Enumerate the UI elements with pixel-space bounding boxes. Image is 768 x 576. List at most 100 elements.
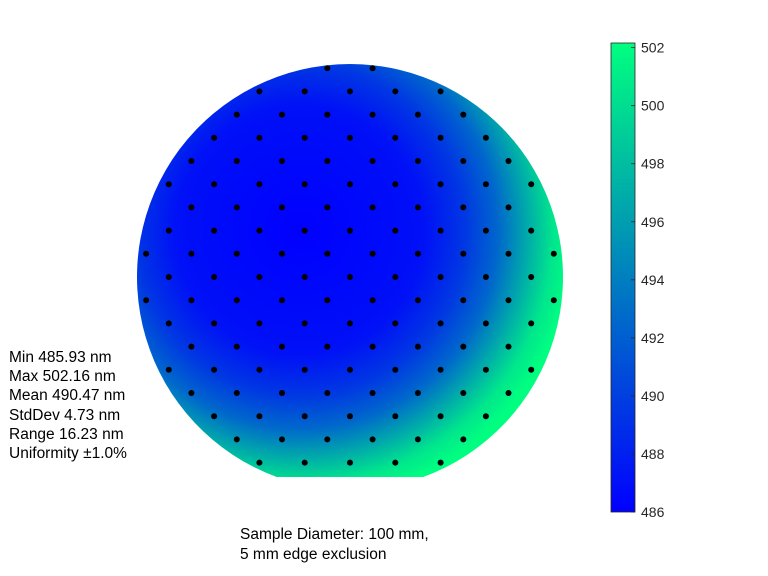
measurement-point	[324, 343, 331, 350]
measurement-point	[188, 343, 195, 350]
measurement-point	[369, 204, 376, 211]
measurement-point	[233, 436, 240, 443]
measurement-point	[505, 343, 512, 350]
measurement-point	[392, 181, 399, 188]
measurement-point	[279, 250, 285, 257]
measurement-point	[550, 297, 557, 304]
measurement-point	[347, 459, 353, 466]
measurement-point	[482, 366, 489, 373]
measurement-point	[392, 320, 399, 327]
measurement-point	[347, 227, 353, 234]
measurement-point	[414, 343, 421, 350]
measurement-point	[211, 274, 218, 280]
measurement-point	[165, 366, 172, 373]
measurement-point	[324, 158, 331, 164]
measurement-point	[256, 320, 263, 327]
measurement-point	[482, 134, 489, 141]
measurement-point	[256, 366, 263, 373]
measurement-point	[279, 111, 285, 118]
measurement-point	[347, 134, 353, 141]
measurement-point	[414, 250, 421, 257]
measurement-point	[369, 297, 376, 304]
measurement-point	[233, 158, 240, 164]
measurement-point	[414, 436, 421, 443]
measurement-point	[211, 320, 218, 327]
stat-max: Max 502.16 nm	[9, 368, 116, 386]
measurement-point	[256, 413, 263, 420]
measurement-point	[437, 227, 444, 234]
measurement-point	[279, 297, 285, 304]
measurement-point	[369, 111, 376, 118]
measurement-point	[165, 227, 172, 234]
measurement-point	[188, 204, 195, 211]
measurement-point	[369, 158, 376, 164]
measurement-point	[392, 134, 399, 141]
measurement-point	[279, 436, 285, 443]
measurement-point	[437, 88, 444, 95]
measurement-point	[324, 111, 331, 118]
colorbar-tick-label: 496	[641, 214, 665, 230]
measurement-point	[460, 158, 467, 164]
measurement-point	[301, 366, 308, 373]
measurement-point	[211, 413, 218, 420]
measurement-point	[392, 88, 399, 95]
measurement-point	[233, 204, 240, 211]
measurement-point	[369, 343, 376, 350]
measurement-point	[482, 274, 489, 280]
measurement-point	[460, 111, 467, 118]
measurement-point	[528, 227, 535, 234]
measurement-point	[482, 181, 489, 188]
sample-caption: Sample Diameter: 100 mm, 5 mm edge exclu…	[240, 525, 429, 564]
measurement-point	[437, 181, 444, 188]
measurement-point	[165, 181, 172, 188]
measurement-point	[347, 413, 353, 420]
measurement-point	[165, 320, 172, 327]
measurement-point	[301, 88, 308, 95]
measurement-point	[505, 297, 512, 304]
colorbar: 486 488 490 492 494 496 498 500 502	[610, 40, 665, 520]
stat-min: Min 485.93 nm	[9, 349, 112, 366]
measurement-point	[256, 274, 263, 280]
measurement-point	[233, 343, 240, 350]
measurement-point	[188, 297, 195, 304]
colorbar-tick-label: 500	[641, 98, 665, 114]
measurement-point	[301, 459, 308, 466]
measurement-point	[301, 413, 308, 420]
colorbar-gradient	[610, 42, 636, 513]
measurement-point	[233, 111, 240, 118]
measurement-point	[505, 204, 512, 211]
measurement-point	[324, 250, 331, 257]
measurement-point	[233, 297, 240, 304]
measurement-point	[347, 320, 353, 327]
measurement-point	[460, 250, 467, 257]
wafer-surface	[137, 63, 563, 478]
measurement-point	[482, 227, 489, 234]
measurement-point	[369, 250, 376, 257]
measurement-point	[347, 181, 353, 188]
measurement-point	[505, 158, 512, 164]
colorbar-tick-label: 488	[641, 446, 665, 462]
measurement-point	[369, 436, 376, 443]
measurement-point	[550, 250, 557, 257]
measurement-point	[460, 204, 467, 211]
stat-range: Range 16.23 nm	[9, 425, 124, 443]
measurement-point	[437, 413, 444, 420]
measurement-point	[188, 250, 195, 257]
measurement-point	[324, 204, 331, 211]
measurement-point	[392, 274, 399, 280]
measurement-point	[279, 158, 285, 164]
measurement-point	[437, 274, 444, 280]
measurement-point	[301, 134, 308, 141]
measurement-point	[324, 65, 331, 72]
measurement-point	[414, 390, 421, 396]
measurement-point	[279, 390, 285, 396]
measurement-point	[505, 390, 512, 396]
stat-uniformity: Uniformity ±1.0%	[9, 445, 127, 463]
measurement-point	[528, 320, 535, 327]
measurement-point	[369, 65, 376, 72]
measurement-point	[324, 436, 331, 443]
measurement-point	[414, 111, 421, 118]
measurement-point	[347, 88, 353, 95]
colorbar-tick-label: 490	[641, 388, 665, 404]
measurement-point	[143, 250, 150, 257]
